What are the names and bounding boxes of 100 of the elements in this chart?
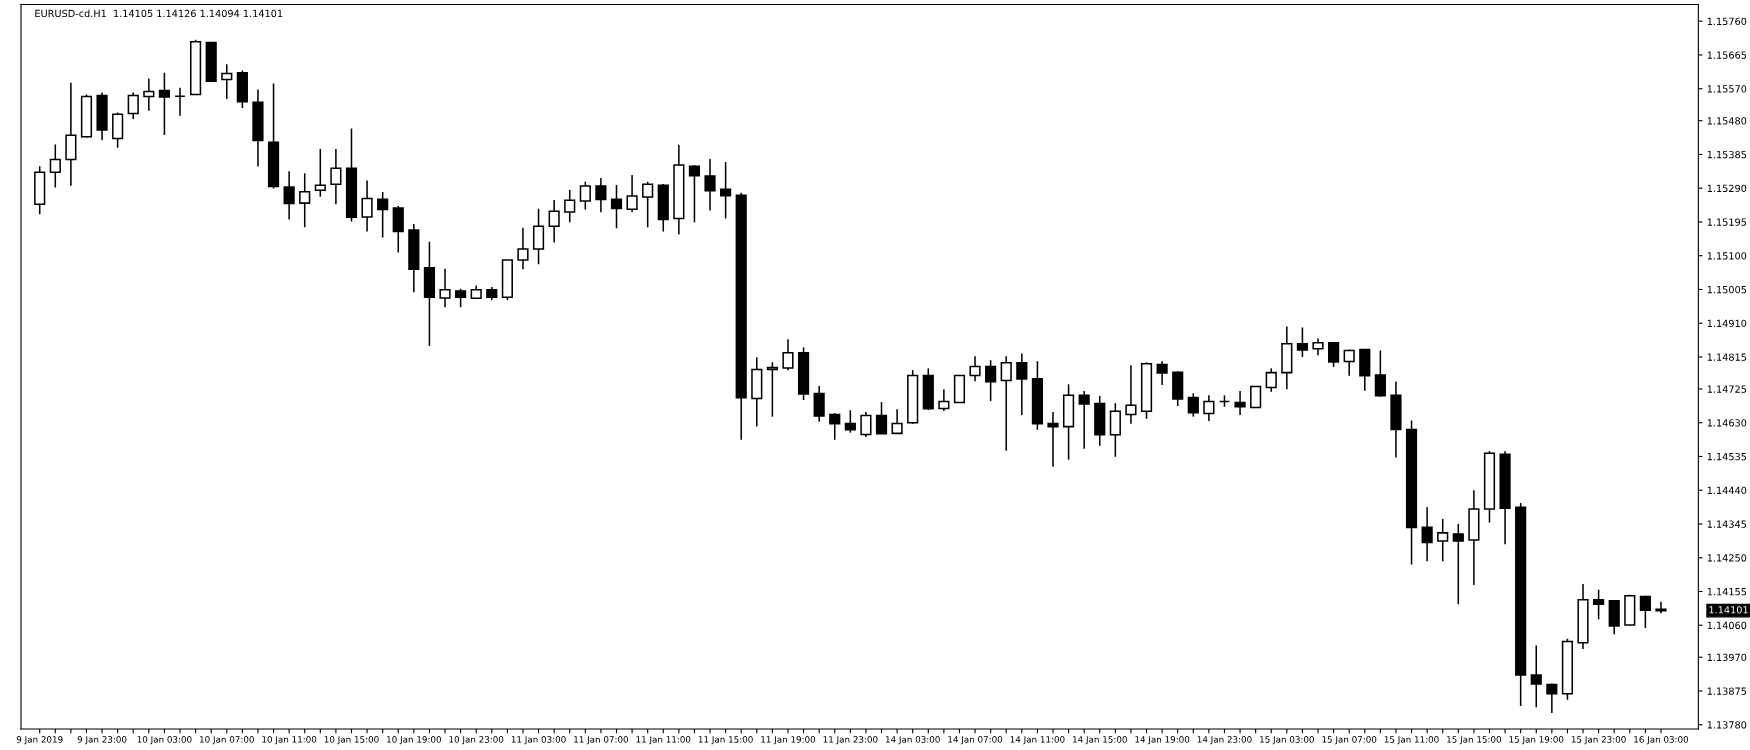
candlestick xyxy=(1203,394,1215,422)
y-tick-label: 1.14725 xyxy=(1707,385,1747,393)
text: 1.14101 xyxy=(1709,606,1748,614)
x-tick-label: 11 Jan 23:00 xyxy=(823,736,878,745)
x-tick-label: 10 Jan 15:00 xyxy=(324,736,379,745)
candlestick xyxy=(704,158,716,212)
candlestick xyxy=(1343,348,1355,377)
chart-title: EURUSD-cd.H1 1.14105 1.14126 1.14094 1.14101 xyxy=(35,9,283,18)
x-tick-label: 15 Jan 23:00 xyxy=(1571,736,1626,745)
x-tick-label: 14 Jan 11:00 xyxy=(1010,736,1065,745)
candlestick xyxy=(720,161,732,220)
candlestick xyxy=(688,164,701,224)
y-tick-label: 1.15005 xyxy=(1707,285,1747,294)
y-tick-label: 1.14440 xyxy=(1707,486,1747,495)
x-tick-label: 11 Jan 03:00 xyxy=(511,736,566,745)
x-tick-label: 14 Jan 23:00 xyxy=(1197,736,1252,745)
candlestick xyxy=(782,338,794,371)
x-tick-label: 14 Jan 15:00 xyxy=(1073,736,1127,745)
candlestick xyxy=(548,199,560,244)
candlestick xyxy=(392,205,404,254)
x-tick-label: 10 Jan 19:00 xyxy=(387,736,441,745)
candlestick xyxy=(1530,644,1542,709)
candlestick xyxy=(1593,588,1605,620)
y-tick-label: 1.14535 xyxy=(1707,452,1747,461)
x-tick-label: 11 Jan 11:00 xyxy=(636,736,691,745)
candlestick xyxy=(1000,355,1012,452)
y-tick-label: 1.14345 xyxy=(1707,520,1747,528)
x-tick-label: 11 Jan 07:00 xyxy=(574,736,629,745)
candlestick xyxy=(1078,390,1090,450)
candlestick xyxy=(829,412,841,441)
y-tick-label: 1.13875 xyxy=(1707,687,1747,695)
candlestick xyxy=(1296,326,1309,358)
candlestick xyxy=(221,63,233,100)
candlestick xyxy=(1421,506,1433,563)
candlestick xyxy=(1047,411,1059,468)
candlestick xyxy=(595,177,607,214)
candlestick xyxy=(875,401,888,435)
y-tick-label: 1.14250 xyxy=(1707,554,1747,562)
candlestick xyxy=(1234,390,1246,416)
candlestick xyxy=(860,411,872,438)
x-tick-label: 15 Jan 19:00 xyxy=(1509,736,1564,745)
candlestick xyxy=(158,71,171,136)
candlestick xyxy=(1187,392,1199,418)
candlestick xyxy=(377,191,389,239)
y-tick-label: 1.15195 xyxy=(1707,218,1747,226)
x-tick-label: 15 Jan 07:00 xyxy=(1322,736,1377,745)
candlestick xyxy=(813,385,825,423)
candlestick xyxy=(1639,594,1651,629)
candlestick xyxy=(1250,385,1262,409)
y-tick-label: 1.15100 xyxy=(1707,252,1747,260)
y-tick-label: 1.15480 xyxy=(1707,117,1747,125)
candlestick xyxy=(1016,352,1028,416)
candlestick xyxy=(766,361,778,418)
candlestick xyxy=(314,148,326,198)
candlestick xyxy=(985,359,997,402)
x-tick-label: 11 Jan 19:00 xyxy=(761,736,816,745)
x-tick-label: 15 Jan 03:00 xyxy=(1260,736,1314,745)
candlestick xyxy=(1265,367,1277,393)
candlestick xyxy=(1156,360,1168,386)
x-tick-label: 11 Jan 15:00 xyxy=(698,736,753,745)
candlestick xyxy=(1546,682,1558,714)
candlestick xyxy=(283,170,295,221)
y-tick-label: 1.15385 xyxy=(1707,150,1747,159)
x-tick-label: 15 Jan 11:00 xyxy=(1384,736,1439,745)
candlestick xyxy=(532,208,545,266)
candlestick xyxy=(361,179,373,233)
candlestick xyxy=(626,174,638,214)
y-tick-label: 1.15665 xyxy=(1707,51,1747,59)
x-tick-label: 14 Jan 19:00 xyxy=(1135,736,1190,745)
candlestick xyxy=(517,226,529,270)
candlestick xyxy=(1327,342,1340,368)
candlestick xyxy=(143,77,155,112)
y-tick-label: 1.15760 xyxy=(1707,17,1747,26)
y-tick-label: 1.13970 xyxy=(1707,653,1747,662)
x-tick-label: 10 Jan 23:00 xyxy=(449,736,504,745)
candlestick xyxy=(610,184,623,230)
y-tick-label: 1.15290 xyxy=(1707,184,1747,193)
y-tick-label: 1.15570 xyxy=(1707,85,1747,93)
candlestick xyxy=(1125,364,1137,425)
x-tick-label: 10 Jan 03:00 xyxy=(137,736,192,745)
x-tick-label: 10 Jan 11:00 xyxy=(262,736,317,745)
candlestick xyxy=(127,91,139,120)
y-tick-label: 1.13780 xyxy=(1707,721,1747,729)
x-tick-label: 16 Jan 03:00 xyxy=(1634,736,1689,745)
candlestick xyxy=(969,355,981,382)
x-tick-label: 9 Jan 23:00 xyxy=(77,736,127,745)
y-tick-label: 1.14060 xyxy=(1707,621,1747,630)
candlestick xyxy=(844,409,856,434)
candlestick xyxy=(1109,402,1121,458)
x-tick-label: 14 Jan 07:00 xyxy=(948,736,1003,745)
candlestick xyxy=(564,189,576,224)
y-tick-label: 1.14910 xyxy=(1707,319,1747,328)
candlestick xyxy=(891,408,903,435)
x-tick-label: 15 Jan 15:00 xyxy=(1447,736,1502,745)
candlestick xyxy=(439,268,451,308)
candlestick xyxy=(299,172,311,229)
candlestick xyxy=(642,181,654,229)
x-tick-label: 9 Jan 2019 xyxy=(16,736,63,745)
y-tick-label: 1.14155 xyxy=(1707,588,1747,596)
candlestick xyxy=(1437,518,1449,563)
